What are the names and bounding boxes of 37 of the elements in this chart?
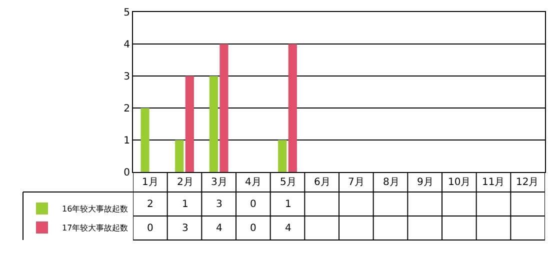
x-tick-label: 2月: [177, 177, 194, 188]
legend-label: 16年较大事故起数: [62, 204, 128, 214]
bar: [220, 44, 228, 172]
legend-label: 17年较大事故起数: [62, 224, 128, 233]
data-label: 4: [216, 223, 222, 234]
data-label: 0: [250, 199, 256, 210]
x-tick-label: 9月: [417, 177, 434, 188]
x-tick-label: 8月: [383, 177, 400, 188]
y-tick-label: 0: [124, 168, 130, 178]
data-label: 1: [182, 199, 188, 210]
bar: [175, 140, 184, 172]
bar: [278, 140, 287, 172]
bar: [209, 76, 218, 172]
data-label: 2: [147, 199, 154, 210]
x-tick-label: 1月: [142, 177, 158, 188]
data-label: 3: [182, 223, 188, 234]
x-tick-label: 7月: [348, 177, 364, 188]
x-tick-label: 4月: [245, 177, 262, 188]
data-label: 4: [285, 223, 292, 234]
data-label: 0: [250, 223, 256, 234]
data-label: 1: [285, 199, 292, 210]
x-tick-label: 3月: [211, 177, 228, 188]
x-tick-label: 6月: [314, 177, 330, 188]
x-tick-label: 5月: [280, 177, 296, 188]
y-tick-label: 5: [124, 8, 130, 18]
y-tick-label: 4: [124, 40, 130, 50]
data-label: 3: [216, 199, 222, 210]
x-tick-label: 11月: [482, 177, 505, 188]
x-tick-label: 12月: [516, 177, 539, 188]
bar: [185, 76, 194, 172]
data-label: 0: [147, 223, 154, 234]
y-tick-label: 1: [124, 136, 130, 146]
bar: [288, 44, 297, 172]
x-tick-label: 10月: [448, 177, 471, 188]
y-tick-label: 3: [124, 72, 130, 82]
bar: [140, 108, 150, 172]
y-tick-label: 2: [124, 104, 130, 114]
